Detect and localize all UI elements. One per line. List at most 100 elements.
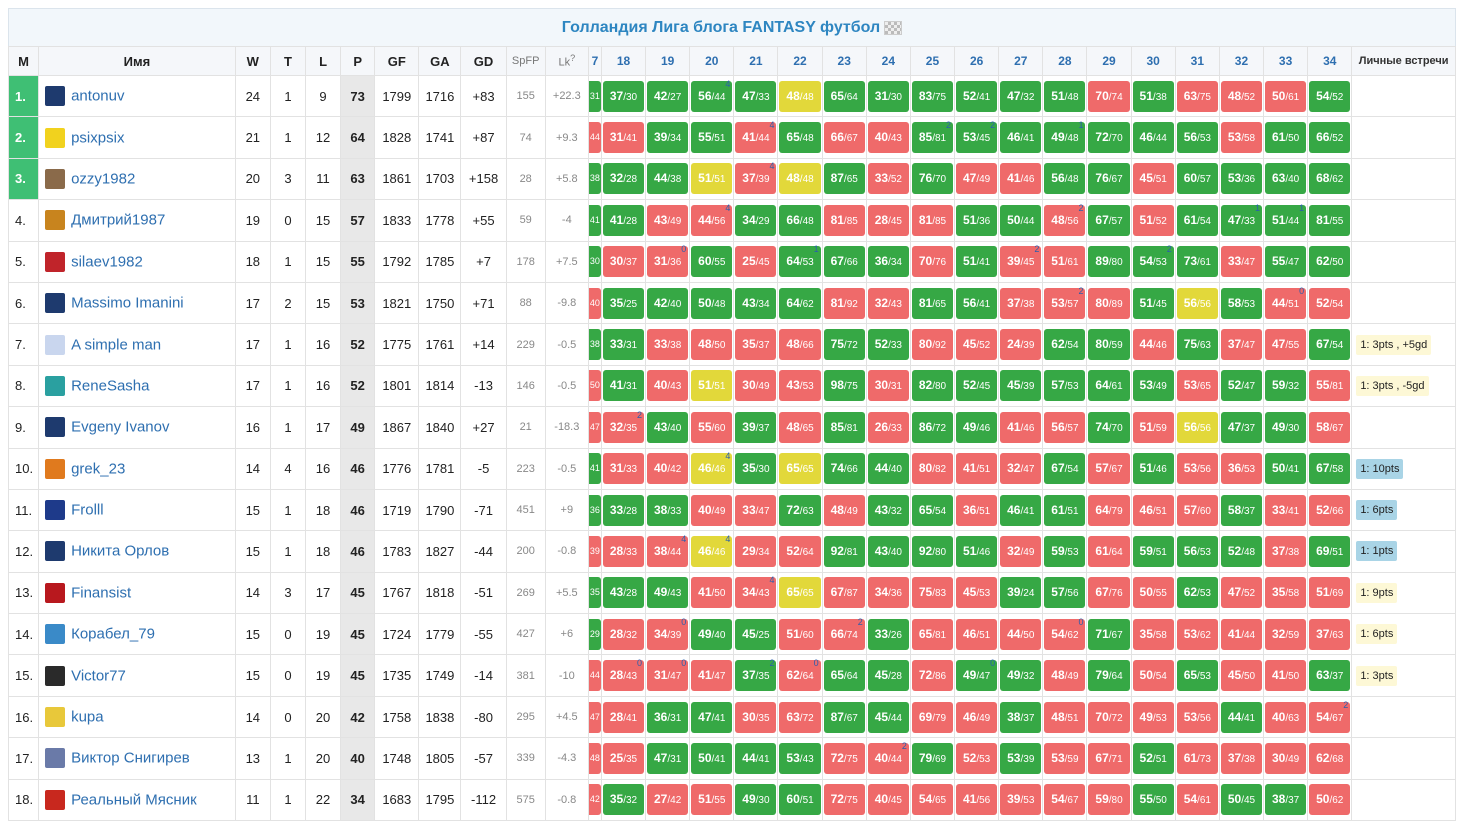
result-score[interactable]: 44/41: [1220, 701, 1263, 733]
result-score[interactable]: 59/32: [1265, 370, 1307, 402]
result-score[interactable]: 86/72: [911, 411, 954, 443]
result-score[interactable]: 57/60: [1176, 494, 1218, 526]
result-score[interactable]: 51/48: [1044, 80, 1086, 112]
header-l[interactable]: L: [304, 46, 342, 76]
result-score[interactable]: 35/32: [602, 784, 645, 816]
header-round[interactable]: 28: [1042, 46, 1088, 76]
result-score[interactable]: 33/26: [867, 618, 909, 650]
avatar-icon[interactable]: [45, 127, 66, 148]
result-score[interactable]: 41/47: [691, 660, 733, 692]
result-score[interactable]: 48/52: [1220, 80, 1263, 112]
result-score[interactable]: 62/53: [1176, 577, 1218, 609]
result-score[interactable]: 37/63: [1309, 618, 1351, 650]
result-score[interactable]: 52/47: [1220, 370, 1263, 402]
result-score[interactable]: 28/32: [602, 618, 645, 650]
result-score[interactable]: 52/41: [956, 80, 998, 112]
result-score[interactable]: 31/30: [867, 80, 909, 112]
result-score[interactable]: 51/38: [1132, 80, 1174, 112]
result-score[interactable]: 41/31: [602, 370, 645, 402]
result-score[interactable]: 50/44: [1000, 204, 1042, 236]
result-score[interactable]: 38/33: [647, 494, 689, 526]
result-score[interactable]: 75/63: [1176, 329, 1218, 361]
result-score[interactable]: 58/53: [1220, 287, 1263, 319]
result-score-partial[interactable]: 47: [589, 411, 601, 443]
result-score[interactable]: 63/40: [1265, 163, 1307, 195]
result-score[interactable]: 51/41: [956, 246, 998, 278]
player-link[interactable]: ReneSasha: [71, 377, 150, 395]
result-score[interactable]: 40/45: [867, 784, 909, 816]
result-score[interactable]: 38/37: [1265, 784, 1307, 816]
result-score[interactable]: 47/55: [1265, 329, 1307, 361]
player-link[interactable]: Frolll: [71, 501, 104, 519]
result-score[interactable]: 30/49: [735, 370, 777, 402]
result-score[interactable]: 36/31: [647, 701, 689, 733]
result-score[interactable]: 76/67: [1088, 163, 1130, 195]
result-score[interactable]: 70/74: [1088, 80, 1130, 112]
avatar-icon[interactable]: [45, 168, 66, 189]
result-score[interactable]: 51/52: [1132, 204, 1174, 236]
result-score[interactable]: 35/58: [1265, 577, 1307, 609]
result-score[interactable]: 43/32: [867, 494, 909, 526]
player-link[interactable]: silaev1982: [71, 253, 143, 271]
result-score[interactable]: 46/49: [956, 701, 998, 733]
result-score[interactable]: 44/41: [735, 742, 777, 774]
result-score[interactable]: 63/37: [1309, 660, 1351, 692]
result-score[interactable]: 73/61: [1176, 246, 1218, 278]
result-score-partial[interactable]: 44: [589, 122, 601, 154]
result-score[interactable]: 42/27: [647, 80, 689, 112]
result-score[interactable]: 79/69: [911, 742, 954, 774]
result-score[interactable]: 30/49: [1265, 742, 1307, 774]
result-score[interactable]: 58/67: [1309, 411, 1351, 443]
result-score[interactable]: 25/35: [602, 742, 645, 774]
result-score[interactable]: 41/28: [602, 204, 645, 236]
result-score[interactable]: 53/39: [1000, 742, 1042, 774]
result-score[interactable]: 80/59: [1088, 329, 1130, 361]
result-score[interactable]: 34/36: [867, 577, 909, 609]
result-score[interactable]: 64/61: [1088, 370, 1130, 402]
result-score[interactable]: 41/50: [1265, 660, 1307, 692]
result-score[interactable]: 40/49: [691, 494, 733, 526]
header-round[interactable]: 18: [600, 46, 647, 76]
result-score[interactable]: 45/53: [956, 577, 998, 609]
result-score[interactable]: 53/65: [1176, 370, 1218, 402]
header-gd[interactable]: GD: [460, 46, 507, 76]
header-round[interactable]: 21: [733, 46, 779, 76]
result-score[interactable]: 48/49: [1044, 660, 1086, 692]
result-score[interactable]: 55/81: [1309, 370, 1351, 402]
result-score[interactable]: 62/50: [1309, 246, 1351, 278]
result-score[interactable]: 50/54: [1132, 660, 1174, 692]
result-score[interactable]: 83/75: [911, 80, 954, 112]
header-ga[interactable]: GA: [418, 46, 462, 76]
result-score[interactable]: 32/59: [1265, 618, 1307, 650]
result-score[interactable]: 44/38: [647, 163, 689, 195]
result-score[interactable]: 76/70: [911, 163, 954, 195]
result-score[interactable]: 31/33: [602, 453, 645, 485]
result-score[interactable]: 70/76: [911, 246, 954, 278]
result-score[interactable]: 81/85: [911, 204, 954, 236]
header-t[interactable]: T: [269, 46, 306, 76]
result-score-partial[interactable]: 41: [589, 204, 601, 236]
result-score[interactable]: 30/31: [867, 370, 909, 402]
result-score[interactable]: 58/37: [1220, 494, 1263, 526]
result-score[interactable]: 75/72: [823, 329, 865, 361]
avatar-icon[interactable]: [45, 293, 66, 314]
result-score[interactable]: 31/41: [602, 122, 645, 154]
result-score[interactable]: 49/30: [1265, 411, 1307, 443]
result-score[interactable]: 62/64 0: [779, 658, 821, 692]
avatar-icon[interactable]: [45, 707, 66, 728]
result-score[interactable]: 52/48: [1220, 535, 1263, 567]
avatar-icon[interactable]: [45, 789, 66, 810]
avatar-icon[interactable]: [45, 665, 66, 686]
result-score[interactable]: 62/68: [1309, 742, 1351, 774]
result-score[interactable]: 66/52: [1309, 122, 1351, 154]
result-score[interactable]: 56/56: [1176, 411, 1218, 443]
result-score[interactable]: 46/41: [1000, 494, 1042, 526]
result-score[interactable]: 51/45: [1132, 287, 1174, 319]
result-score[interactable]: 75/83: [911, 577, 954, 609]
result-score[interactable]: 68/62: [1309, 163, 1351, 195]
result-score[interactable]: 74/66: [823, 453, 865, 485]
result-score[interactable]: 59/51: [1132, 535, 1174, 567]
player-link[interactable]: Виктор Снигирев: [71, 749, 190, 767]
result-score[interactable]: 44/40: [867, 453, 909, 485]
result-score[interactable]: 52/53: [956, 742, 998, 774]
